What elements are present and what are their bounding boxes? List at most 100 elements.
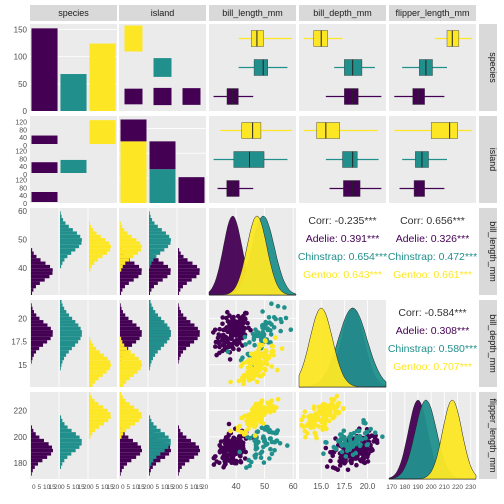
- point-bill_length_mm-bill_depth_mm-Adelie-48: [236, 347, 241, 352]
- hist-species-bill_depth_mm-Chinstrap-bin-7: [60, 360, 63, 364]
- point-bill_length_mm-flipper_length_mm-Gentoo-96: [257, 419, 263, 425]
- point-bill_length_mm-flipper_length_mm-Adelie-144: [214, 459, 219, 464]
- point-bill_depth_mm-flipper_length_mm-Gentoo-115: [335, 403, 341, 409]
- point-bill_depth_mm-flipper_length_mm-Adelie-26: [330, 465, 336, 470]
- point-bill_length_mm-flipper_length_mm-Gentoo-100: [268, 399, 273, 405]
- hist-island-2-bill_depth_mm-Adelie-bin-13: [178, 340, 195, 344]
- point-bill_length_mm-bill_depth_mm-Chinstrap-50: [252, 342, 257, 348]
- point-bill_length_mm-bill_depth_mm-Adelie-115: [217, 350, 222, 356]
- point-bill_depth_mm-flipper_length_mm-Gentoo-106: [316, 409, 321, 414]
- hist-species-bill_length_mm-Adelie-bin-9: [31, 261, 46, 265]
- hist-species-bill_depth_mm-Adelie-bin-20: [31, 316, 40, 321]
- hist-species-flipper_length_mm-Gentoo-bin-24: [89, 395, 92, 399]
- ytick-species-100: 100: [14, 53, 28, 62]
- point-bill_depth_mm-flipper_length_mm-Gentoo-111: [319, 419, 325, 425]
- corr-Gentoo-r2-c3: Gentoo: 0.643***: [303, 269, 382, 281]
- hist-species-flipper_length_mm-Gentoo-bin-15: [89, 425, 100, 429]
- hist-island-0-flipper_length_mm-Gentoo-bin-19: [120, 412, 142, 416]
- point-bill_length_mm-flipper_length_mm-Chinstrap-20: [259, 449, 265, 455]
- hist-island-0-flipper_length_mm-Adelie-bin-12: [120, 435, 129, 439]
- bar-island-Biscoe-Gentoo: [89, 120, 116, 144]
- hist-island-2-bill_depth_mm-Adelie-bin-7: [178, 360, 179, 364]
- point-bill_depth_mm-flipper_length_mm-Gentoo-102: [302, 409, 308, 415]
- point-bill_depth_mm-flipper_length_mm-Adelie-79: [374, 438, 380, 443]
- point-bill_length_mm-flipper_length_mm-Gentoo-110: [253, 401, 259, 407]
- hist-island-0-bill_depth_mm-Adelie-bin-17: [120, 326, 140, 331]
- hist-species-bill_depth_mm-Gentoo-bin-2: [89, 376, 99, 381]
- point-bill_length_mm-bill_depth_mm-Gentoo-97: [244, 359, 249, 365]
- hist-island-2-bill_depth_mm-Adelie-bin-14: [178, 336, 198, 341]
- hist-species-bill_depth_mm-Adelie-bin-13: [31, 340, 48, 344]
- hist-island-2-bill_length_mm-Adelie-bin-7: [178, 268, 200, 272]
- hist-species-bill_depth_mm-Adelie-bin-9: [31, 353, 34, 357]
- point-bill_depth_mm-flipper_length_mm-Chinstrap-59: [364, 442, 370, 448]
- hist-species-bill_depth_mm-Adelie-bin-7: [31, 360, 32, 364]
- point-bill_length_mm-bill_depth_mm-Gentoo-110: [251, 359, 257, 364]
- hist-species-bill_depth_mm-Adelie-bin-14: [31, 336, 51, 341]
- hist-island-0-bill_length_mm-Gentoo-bin-11: [120, 254, 134, 259]
- point-bill_length_mm-flipper_length_mm-Gentoo-104: [245, 421, 250, 427]
- hist-species-flipper_length_mm-Gentoo-bin-14: [89, 428, 96, 433]
- point-bill_depth_mm-flipper_length_mm-Chinstrap-43: [354, 428, 360, 434]
- hist-island-0-flipper_length_mm-Gentoo-bin-25: [120, 392, 122, 396]
- hist-species-bill_length_mm-Gentoo-bin-7: [89, 268, 91, 272]
- xtick-flipper_length_mm-200: 200: [426, 484, 437, 491]
- point-bill_length_mm-bill_depth_mm-Adelie-119: [241, 328, 246, 334]
- point-bill_length_mm-flipper_length_mm-Adelie-118: [231, 438, 236, 444]
- hist-island-1-bill_depth_mm-Chinstrap-bin-20: [149, 316, 162, 321]
- corr-Gentoo-r2-c4: Gentoo: 0.661***: [393, 269, 472, 281]
- hist-island-1-bill_depth_mm-Chinstrap-bin-21: [149, 313, 159, 317]
- point-bill_depth_mm-flipper_length_mm-Chinstrap-44: [345, 448, 350, 454]
- hist-species-bill_depth_mm-Chinstrap-bin-20: [60, 316, 73, 321]
- point-bill_length_mm-bill_depth_mm-Chinstrap-64: [265, 326, 271, 331]
- hist-island-0-flipper_length_mm-Adelie-bin-6: [120, 455, 137, 459]
- point-bill_length_mm-flipper_length_mm-Adelie-99: [211, 462, 217, 467]
- hist-island-0-bill_length_mm-Gentoo-bin-20: [120, 224, 123, 229]
- hist-species-bill_length_mm-Gentoo-bin-9: [89, 261, 95, 265]
- hist-island-2-flipper_length_mm-Adelie-bin-8: [178, 448, 200, 453]
- point-bill_depth_mm-flipper_length_mm-Chinstrap-33: [372, 430, 378, 436]
- point-bill_length_mm-flipper_length_mm-Adelie-93: [236, 434, 242, 439]
- hist-island-1-flipper_length_mm-Chinstrap-bin-3: [149, 465, 151, 469]
- hist-island-1-flipper_length_mm-Chinstrap-bin-10: [149, 442, 171, 446]
- point-bill_depth_mm-flipper_length_mm-Chinstrap-57: [339, 443, 345, 448]
- xtick-hist-1-1-0: 0: [150, 484, 154, 491]
- point-bill_length_mm-flipper_length_mm-Adelie-138: [211, 455, 217, 461]
- xtick-hist-1-0-5: 5: [127, 484, 131, 491]
- point-bill_length_mm-bill_depth_mm-Gentoo-1: [269, 364, 275, 369]
- point-bill_depth_mm-flipper_length_mm-Gentoo-119: [327, 407, 332, 413]
- stackbar-Biscoe-Gentoo: [120, 141, 147, 203]
- point-bill_length_mm-bill_depth_mm-Gentoo-96: [246, 378, 252, 383]
- hist-island-0-flipper_length_mm-Gentoo-bin-23: [120, 398, 126, 403]
- hist-species-bill_depth_mm-Gentoo-bin-7: [89, 360, 111, 364]
- hist-species-bill_depth_mm-Adelie-bin-18: [31, 323, 48, 327]
- hist-species-bill_depth_mm-Chinstrap-bin-16: [60, 330, 82, 334]
- hist-island-1-bill_depth_mm-Chinstrap-bin-25: [149, 300, 151, 304]
- xtick-bill_length_mm-40: 40: [232, 482, 241, 491]
- hist-species-bill_depth_mm-Chinstrap-bin-14: [60, 336, 81, 341]
- corr-Chinstrap-r2-c3: Chinstrap: 0.654***: [298, 251, 387, 263]
- strip-top-bill_depth_mm: [299, 5, 386, 21]
- point-bill_length_mm-bill_depth_mm-Adelie-147: [222, 346, 228, 351]
- point-bill_length_mm-flipper_length_mm-Gentoo-106: [250, 407, 256, 413]
- hist-species-bill_depth_mm-Chinstrap-bin-25: [60, 300, 62, 304]
- xtick-flipper_length_mm-190: 190: [413, 484, 424, 491]
- point-bill_depth_mm-flipper_length_mm-Gentoo-61: [334, 393, 340, 399]
- hist-island-1-bill_length_mm-Chinstrap-bin-9: [149, 261, 152, 265]
- hist-island-0-bill_depth_mm-Gentoo-bin-7: [120, 360, 142, 364]
- point-bill_depth_mm-flipper_length_mm-Chinstrap-53: [331, 444, 337, 450]
- hist-species-bill_length_mm-Gentoo-bin-18: [89, 231, 97, 235]
- point-bill_length_mm-bill_depth_mm-Chinstrap-66: [282, 305, 287, 310]
- hist-species-bill_depth_mm-Adelie-bin-10: [31, 350, 37, 354]
- point-bill_depth_mm-flipper_length_mm-Chinstrap-51: [362, 430, 368, 436]
- point-bill_length_mm-bill_depth_mm-Gentoo-117: [255, 353, 261, 359]
- point-bill_length_mm-flipper_length_mm-Chinstrap-47: [274, 438, 280, 444]
- point-bill_depth_mm-flipper_length_mm-Gentoo-114: [316, 404, 322, 410]
- strip-right-bill_depth_mm: [479, 300, 497, 387]
- hist-species-bill_depth_mm-Adelie-bin-15: [31, 333, 53, 337]
- hist-island-0-bill_depth_mm-Gentoo-bin-12: [120, 343, 125, 347]
- xtick-hist-1-1-5: 5: [156, 484, 160, 491]
- point-bill_length_mm-bill_depth_mm-Gentoo-95: [270, 348, 276, 354]
- point-bill_length_mm-bill_depth_mm-Gentoo-121: [252, 366, 257, 372]
- panel-bg-r2-c4: [389, 208, 476, 295]
